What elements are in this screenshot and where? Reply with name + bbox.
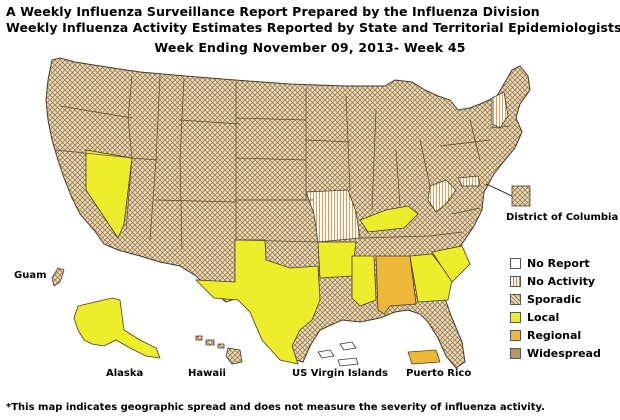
dc-box (511, 185, 531, 207)
legend-label: Widespread (527, 346, 601, 360)
state-borders (55, 75, 511, 251)
legend-item-regional: Regional (510, 326, 601, 344)
legend-swatch-widespread (510, 347, 521, 359)
legend-swatch-no-report (510, 257, 521, 269)
state-texas (194, 239, 321, 365)
guam-shape (51, 267, 65, 287)
state-maryland (457, 175, 481, 187)
legend: No Report No Activity Sporadic Local Reg… (510, 254, 601, 362)
legend-label: No Report (527, 256, 590, 270)
state-south-carolina (431, 245, 471, 283)
label-puerto-rico: Puerto Rico (406, 368, 472, 379)
legend-item-no-report: No Report (510, 254, 601, 272)
label-usvi: US Virgin Islands (292, 368, 388, 379)
legend-swatch-sporadic (510, 293, 521, 305)
puerto-rico-shape (407, 349, 441, 365)
state-new-hampshire-vermont (491, 91, 509, 129)
legend-item-widespread: Widespread (510, 344, 601, 362)
footnote: *This map indicates geographic spread an… (6, 402, 545, 413)
state-mississippi (351, 255, 377, 307)
legend-swatch-local (510, 311, 521, 323)
week-label: Week Ending November 09, 2013- Week 45 (154, 40, 466, 55)
state-kentucky (359, 205, 419, 233)
report-subtitle: Weekly Influenza Activity Estimates Repo… (6, 20, 620, 35)
legend-swatch-regional (510, 329, 521, 341)
state-alabama (375, 255, 417, 315)
dc-leader-line (485, 183, 513, 197)
legend-item-sporadic: Sporadic (510, 290, 601, 308)
legend-label: No Activity (527, 274, 596, 288)
label-guam: Guam (14, 270, 47, 281)
label-alaska: Alaska (106, 368, 144, 379)
legend-label: Sporadic (527, 292, 582, 306)
usvi-shape (317, 341, 359, 367)
alaska-shape (73, 297, 161, 359)
legend-item-no-activity: No Activity (510, 272, 601, 290)
state-west-virginia (427, 179, 457, 213)
legend-label: Regional (527, 328, 582, 342)
state-nevada (85, 149, 133, 239)
state-arkansas (317, 241, 357, 279)
legend-label: Local (527, 310, 560, 324)
state-georgia (409, 253, 453, 303)
report-title: A Weekly Influenza Surveillance Report P… (6, 4, 540, 19)
hawaii-shape (195, 335, 243, 365)
label-hawaii: Hawaii (188, 368, 226, 379)
legend-item-local: Local (510, 308, 601, 326)
legend-swatch-no-activity (510, 275, 521, 287)
label-dc: District of Columbia (506, 212, 619, 223)
